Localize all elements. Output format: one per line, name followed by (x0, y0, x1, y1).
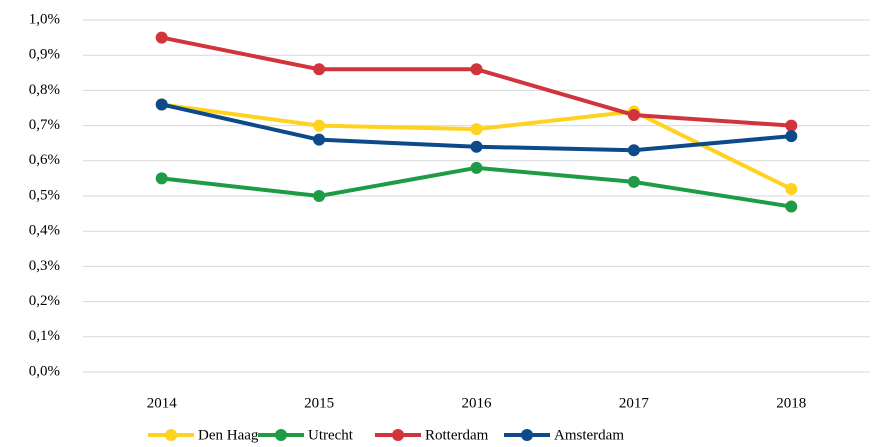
y-tick-label: 0,0% (29, 363, 60, 379)
x-tick-label: 2016 (462, 395, 493, 411)
legend-label: Utrecht (308, 427, 354, 443)
y-tick-label: 0,9% (29, 47, 60, 63)
series-line (161, 35, 792, 128)
data-point (313, 63, 326, 76)
data-point (470, 123, 483, 136)
data-point (155, 31, 168, 44)
data-point (313, 133, 326, 146)
data-point (470, 161, 483, 174)
y-tick-label: 0,3% (29, 258, 60, 274)
legend-marker (392, 429, 404, 441)
data-point (155, 172, 168, 185)
legend-marker (521, 429, 533, 441)
data-point (627, 175, 640, 188)
data-point (470, 63, 483, 76)
y-tick-label: 1,0% (29, 11, 60, 27)
data-point (785, 130, 798, 143)
y-tick-label: 0,2% (29, 293, 60, 309)
legend-marker (275, 429, 287, 441)
y-tick-label: 0,5% (29, 187, 60, 203)
data-point (785, 119, 798, 132)
data-point (785, 200, 798, 213)
legend-marker (165, 429, 177, 441)
data-point (155, 98, 168, 111)
x-tick-label: 2014 (147, 395, 178, 411)
data-point (313, 119, 326, 132)
data-point (785, 182, 798, 195)
x-tick-label: 2018 (776, 395, 806, 411)
x-tick-label: 2017 (619, 395, 650, 411)
data-point (627, 144, 640, 157)
y-tick-label: 0,4% (29, 223, 60, 239)
legend-label: Rotterdam (425, 427, 489, 443)
data-point (313, 190, 326, 202)
data-point (470, 140, 483, 153)
y-tick-label: 0,7% (29, 117, 60, 133)
y-tick-label: 0,8% (29, 82, 60, 98)
legend-label: Amsterdam (554, 427, 624, 443)
legend-label: Den Haag (198, 427, 259, 443)
data-point (627, 109, 640, 122)
y-tick-label: 0,1% (29, 328, 60, 344)
x-tick-label: 2015 (304, 395, 334, 411)
y-tick-label: 0,6% (29, 152, 60, 168)
